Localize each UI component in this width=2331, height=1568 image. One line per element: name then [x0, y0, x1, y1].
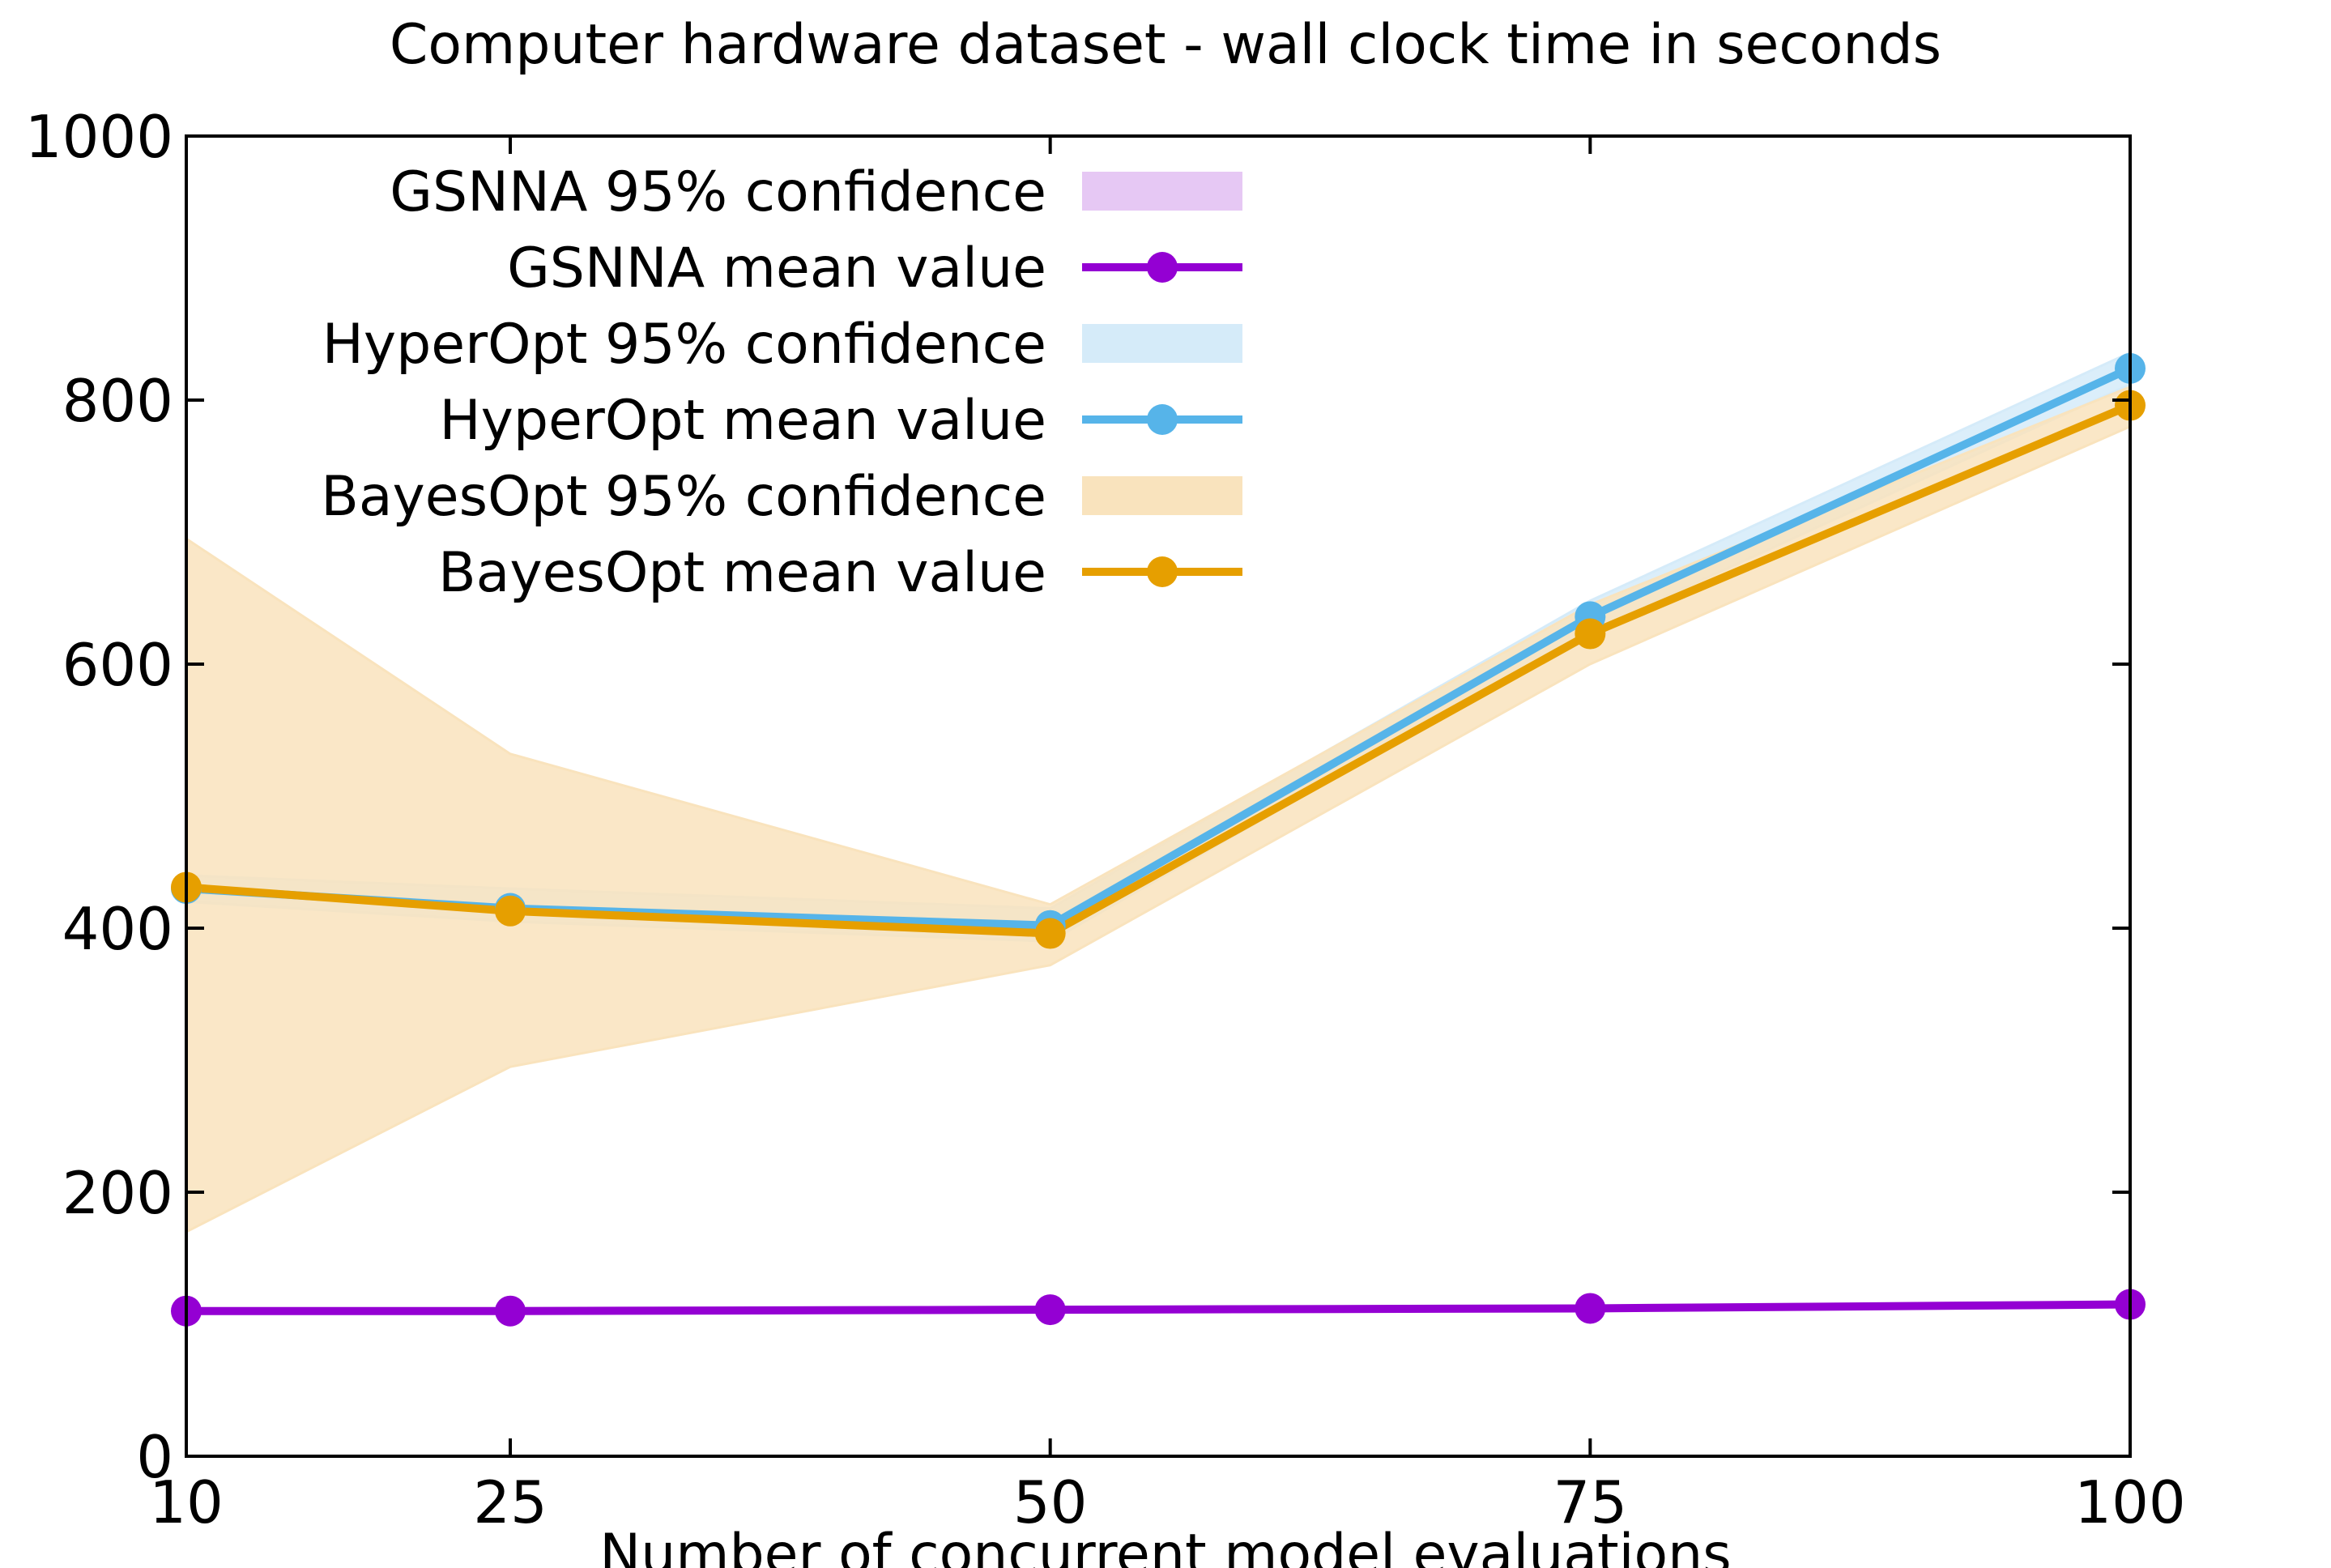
x-tick-label-100: 100 [2074, 1468, 2185, 1536]
bayesopt-band-legend-swatch [1082, 476, 1242, 515]
gsnna-point-75 [1575, 1293, 1606, 1324]
bayesopt-line-legend-label: BayesOpt mean value [438, 541, 1046, 605]
x-tick-label-25: 25 [473, 1468, 548, 1536]
gsnna-point-50 [1034, 1294, 1066, 1326]
chart-title: Computer hardware dataset - wall clock t… [390, 13, 1941, 77]
bayesopt-line-legend-marker [1147, 556, 1178, 587]
hyperopt-line-legend-label: HyperOpt mean value [440, 389, 1047, 453]
plot-frame [185, 134, 2132, 1458]
x-axis-ticks: 10 25 50 75 100 [149, 136, 2186, 1536]
y-tick-label-200: 200 [62, 1159, 173, 1227]
gsnna-line-legend-label: GSNNA mean value [507, 236, 1046, 300]
x-axis-label: Number of concurrent model evaluations [599, 1523, 1731, 1568]
bayesopt-point-25 [495, 895, 526, 927]
x-tick-label-10: 10 [149, 1468, 224, 1536]
hyperopt-band-legend-swatch [1082, 324, 1242, 363]
x-tick-label-75: 75 [1553, 1468, 1628, 1536]
gsnna-mean-line [186, 1300, 2131, 1315]
y-tick-label-600: 600 [62, 631, 173, 699]
gsnna-point-25 [495, 1295, 526, 1327]
bayesopt-point-50 [1034, 918, 1066, 949]
y-tick-label-800: 800 [62, 367, 173, 435]
x-tick-label-50: 50 [1013, 1468, 1088, 1536]
y-axis-ticks: 0 200 400 600 800 1000 [25, 103, 2130, 1491]
y-tick-label-1000: 1000 [25, 103, 173, 171]
gsnna-band-legend-swatch [1082, 172, 1242, 211]
bayesopt-point-75 [1575, 618, 1606, 650]
legend: GSNNA 95% confidence GSNNA mean value Hype… [321, 160, 1242, 605]
bayesopt-band-legend-label: BayesOpt 95% confidence [321, 465, 1046, 529]
hyperopt-band-legend-label: HyperOpt 95% confidence [322, 313, 1046, 377]
y-tick-label-0: 0 [136, 1423, 173, 1491]
series-points [171, 352, 2146, 1327]
hyperopt-line-legend-marker [1147, 404, 1178, 435]
gsnna-band-legend-label: GSNNA 95% confidence [390, 160, 1046, 224]
y-tick-label-400: 400 [62, 895, 173, 963]
gsnna-line-legend-marker [1147, 252, 1178, 283]
